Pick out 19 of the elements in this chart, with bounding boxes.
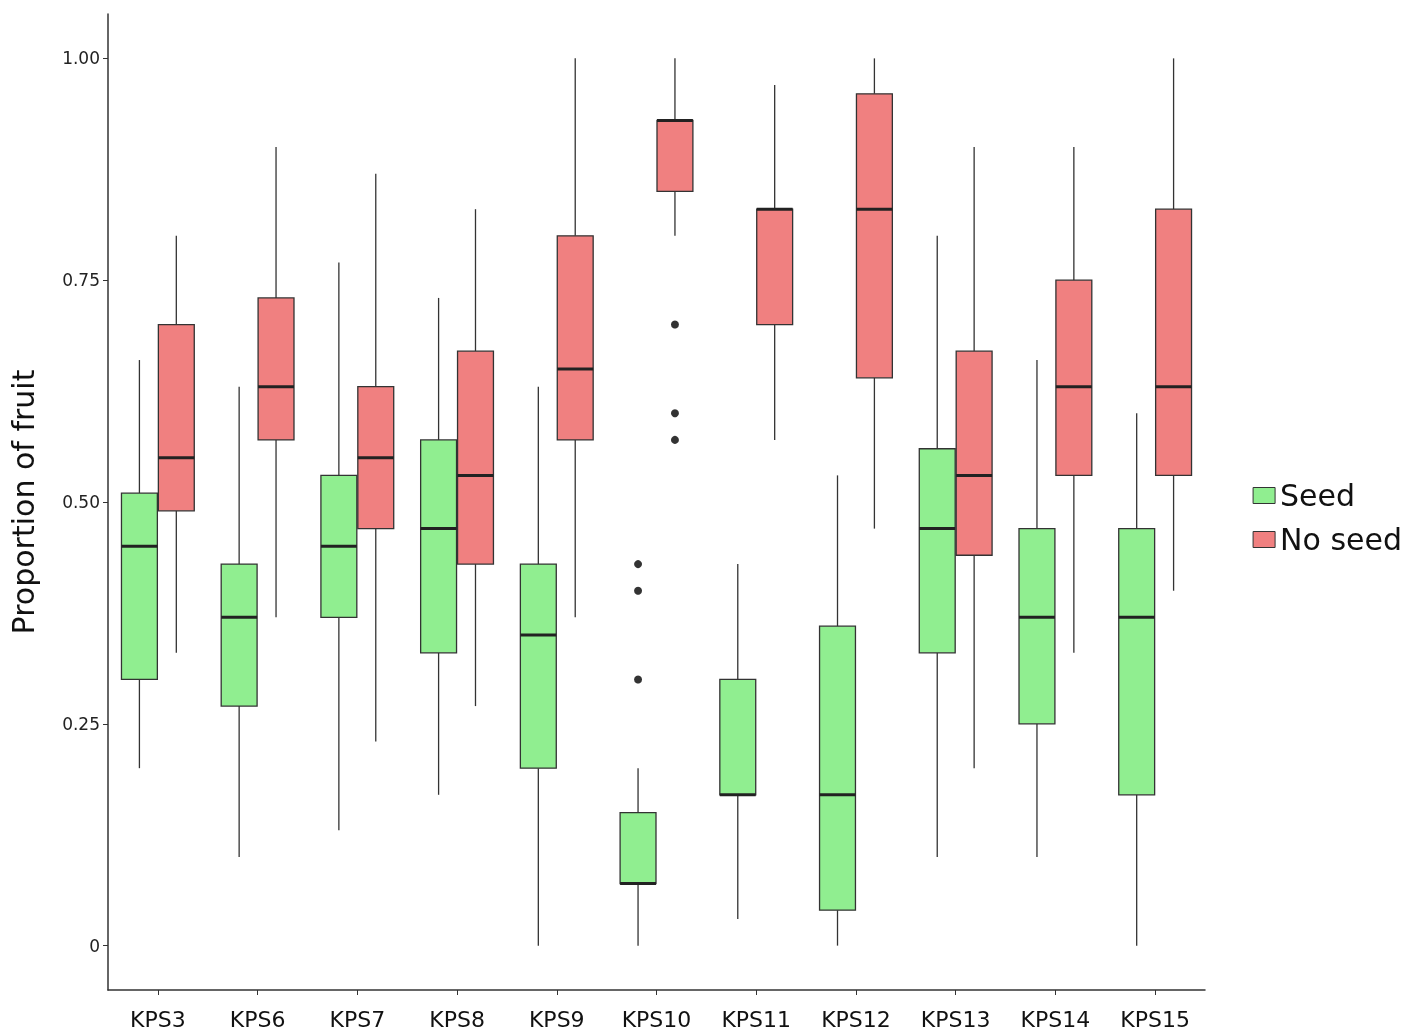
x-tick-label: KPS12 — [821, 1006, 891, 1032]
x-tick-label: KPS10 — [621, 1006, 692, 1032]
x-tick-label: KPS3 — [130, 1006, 186, 1032]
x-tick-label: KPS15 — [1120, 1006, 1190, 1032]
legend-label: No seed — [1280, 522, 1402, 557]
x-tick-label: KPS6 — [229, 1006, 286, 1032]
x-tick-label: KPS8 — [429, 1006, 485, 1032]
legend-label: Seed — [1280, 478, 1356, 513]
y-tick-label: 0.25 — [62, 713, 100, 734]
x-tick-label: KPS13 — [920, 1006, 991, 1032]
x-tick-label: KPS7 — [329, 1006, 386, 1032]
x-tick-label: KPS11 — [721, 1006, 792, 1032]
y-tick-label: 1.00 — [62, 48, 100, 69]
y-tick-label: 0 — [89, 935, 100, 956]
x-tick-label: KPS14 — [1020, 1006, 1091, 1032]
y-tick-label: 0.50 — [62, 492, 100, 512]
x-tick-label: KPS9 — [528, 1006, 585, 1032]
y-axis-title: Proportion of fruit — [5, 369, 41, 635]
y-tick-label: 0.75 — [62, 270, 100, 291]
